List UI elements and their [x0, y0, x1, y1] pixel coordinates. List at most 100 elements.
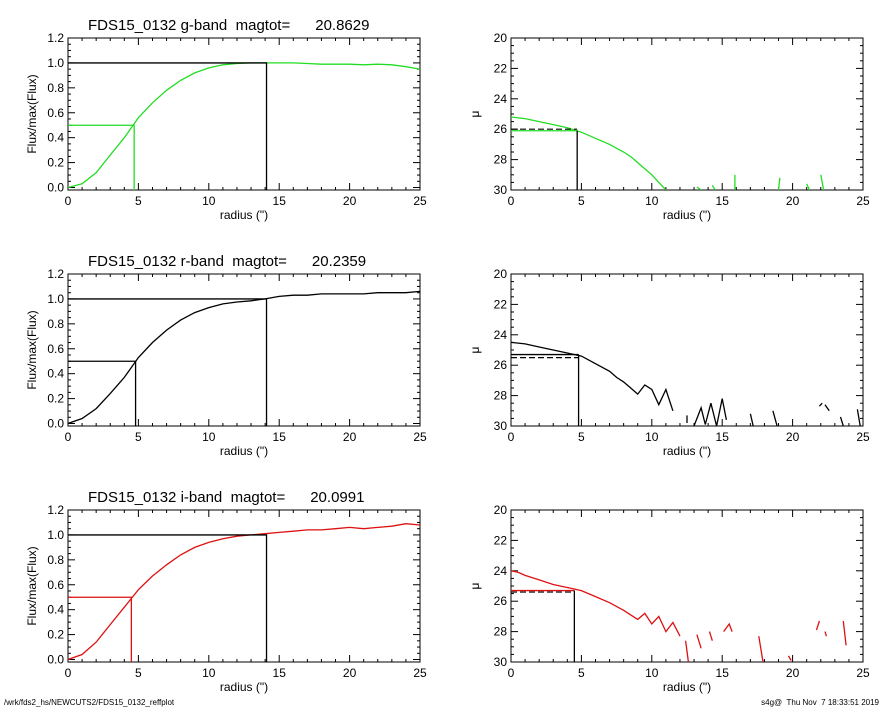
x-tick-label: 20	[786, 194, 800, 208]
panels-group: 0 5 10 15 20 25 0.0 0.2 0.4 0.6 0.8 1.0 1.2 radius ("…	[25, 17, 870, 694]
y-tick-label: 24	[494, 564, 508, 578]
x-tick-label: 0	[508, 194, 515, 208]
x-tick-label: 0	[508, 666, 515, 680]
data-layer	[68, 62, 420, 190]
footer-right-timestamp: s4g@ Thu Nov 7 18:33:51 2019	[761, 698, 879, 707]
x-tick-label: 15	[273, 194, 287, 208]
half-light-marker	[68, 596, 133, 662]
series-fragment	[723, 622, 733, 632]
data-layer	[68, 290, 420, 426]
x-tick-label: 5	[135, 666, 142, 680]
x-axis-label: radius (")	[663, 444, 711, 458]
series-fragment	[815, 620, 821, 631]
series-fragment	[696, 186, 702, 190]
x-tick-label: 25	[413, 666, 427, 680]
y-tick-label: 22	[494, 297, 508, 311]
y-tick-label: 30	[494, 183, 508, 197]
total-light-marker	[68, 534, 268, 662]
series-fragment	[711, 185, 716, 190]
y-tick-label: 0.0	[47, 653, 64, 667]
data-layer	[68, 523, 420, 662]
y-tick-label: 1.2	[47, 267, 64, 281]
y-tick-label: 0.4	[47, 131, 64, 145]
y-tick-label: 28	[494, 389, 508, 403]
x-tick-label: 5	[578, 666, 585, 680]
y-axis-label: μ	[468, 110, 482, 117]
series-fragment	[842, 620, 847, 646]
x-tick-label: 15	[716, 194, 730, 208]
series-fragment	[684, 640, 690, 662]
x-axis-label: radius (")	[663, 208, 711, 222]
y-tick-label: 30	[494, 419, 508, 433]
y-tick-label: 22	[494, 533, 508, 547]
y-tick-label: 0.8	[47, 317, 64, 331]
total-light-marker	[68, 62, 268, 190]
y-tick-label: 24	[494, 328, 508, 342]
y-tick-label: 22	[494, 61, 508, 75]
x-tick-label: 15	[716, 666, 730, 680]
x-tick-label: 0	[65, 430, 72, 444]
data-layer	[511, 116, 825, 190]
panel-title: FDS15_0132 r-band magtot= 20.2359	[88, 253, 366, 270]
series-line	[511, 116, 667, 190]
y-tick-label: 26	[494, 358, 508, 372]
series-fragment	[818, 402, 823, 407]
x-tick-label: 25	[856, 430, 870, 444]
x-axis-label: radius (")	[220, 208, 268, 222]
x-tick-label: 10	[202, 430, 216, 444]
total-light-marker	[68, 298, 268, 426]
x-tick-label: 5	[135, 194, 142, 208]
series-fragment	[749, 413, 754, 426]
y-tick-label: 26	[494, 122, 508, 136]
y-axis-label: μ	[468, 346, 482, 353]
x-tick-label: 25	[856, 666, 870, 680]
y-tick-label: 1.2	[47, 503, 64, 517]
y-tick-label: 30	[494, 655, 508, 669]
y-tick-label: 0.6	[47, 342, 64, 356]
series-fragment	[820, 174, 825, 190]
x-tick-label: 25	[413, 430, 427, 444]
y-tick-label: 0.8	[47, 81, 64, 95]
panel-4: 0 5 10 15 20 25 20 22 24 26 28 30 radius (") μ	[468, 267, 870, 458]
x-tick-label: 10	[202, 194, 216, 208]
plot-frame	[510, 37, 864, 191]
series-fragment	[693, 398, 728, 426]
plot-frame	[510, 273, 864, 427]
y-tick-label: 0.0	[47, 181, 64, 195]
x-axis-label: radius (")	[220, 680, 268, 694]
x-tick-label: 20	[786, 430, 800, 444]
y-tick-label: 0.4	[47, 367, 64, 381]
y-tick-label: 26	[494, 594, 508, 608]
y-tick-label: 0.2	[47, 628, 64, 642]
series-fragment	[787, 655, 792, 661]
x-tick-label: 0	[65, 666, 72, 680]
data-layer	[511, 570, 847, 662]
y-axis-label: Flux/max(Flux)	[25, 74, 39, 153]
y-axis-label: μ	[468, 582, 482, 589]
footer-left-path: /wrk/fds2_hs/NEWCUTS2/FDS15_0132_reffplo…	[4, 698, 175, 707]
series-fragment	[824, 631, 828, 637]
series-fragment	[772, 410, 778, 426]
y-tick-label: 20	[494, 503, 508, 517]
series-line	[511, 341, 674, 412]
y-tick-label: 0.4	[47, 603, 64, 617]
panel-5: 0 5 10 15 20 25 0.0 0.2 0.4 0.6 0.8 1.0 1.2 radius ("…	[25, 489, 427, 694]
series-line	[511, 570, 681, 637]
x-axis-label: radius (")	[220, 444, 268, 458]
x-tick-label: 10	[645, 666, 659, 680]
y-tick-label: 1.0	[47, 528, 64, 542]
x-tick-label: 25	[413, 194, 427, 208]
series-fragment	[777, 177, 781, 190]
y-tick-label: 1.0	[47, 292, 64, 306]
x-tick-label: 15	[273, 666, 287, 680]
series-fragment	[856, 409, 861, 426]
panel-title: FDS15_0132 i-band magtot= 20.0991	[88, 489, 364, 506]
y-tick-label: 0.0	[47, 417, 64, 431]
series-fragment	[806, 183, 811, 190]
panel-6: 0 5 10 15 20 25 20 22 24 26 28 30 radius (") μ	[468, 503, 870, 694]
y-tick-label: 20	[494, 31, 508, 45]
series-fragment	[708, 631, 713, 641]
panel-title: FDS15_0132 g-band magtot= 20.8629	[88, 17, 369, 34]
x-tick-label: 20	[786, 666, 800, 680]
x-tick-label: 10	[645, 194, 659, 208]
